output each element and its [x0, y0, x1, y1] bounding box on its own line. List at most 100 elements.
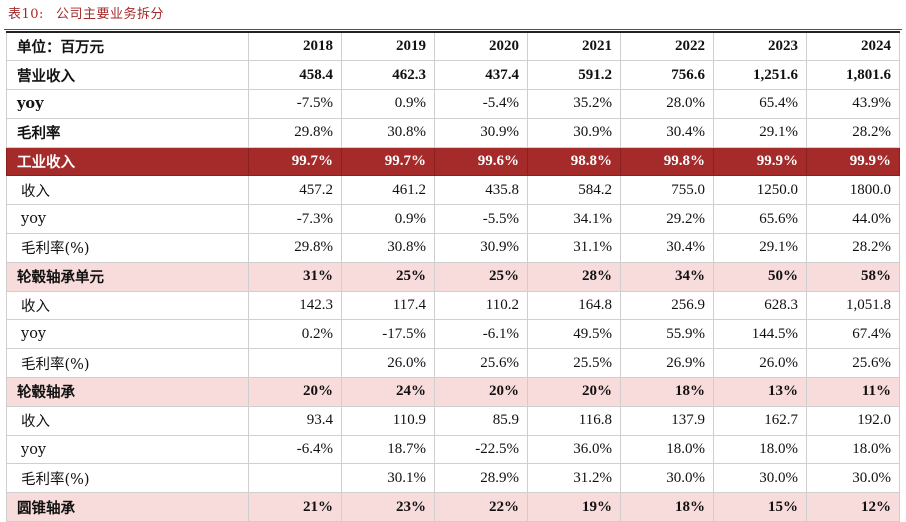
- cell: 591.2: [527, 60, 621, 91]
- cell: [248, 463, 342, 494]
- row-label: 毛利率(%): [6, 348, 249, 379]
- cell: 13%: [713, 377, 807, 407]
- cell: 755.0: [620, 175, 714, 206]
- table-row: 轮毂轴承单元 31% 25% 25% 28% 34% 50% 58%: [6, 261, 900, 292]
- year-header: 2021: [527, 31, 621, 62]
- cell: 98.8%: [527, 146, 621, 177]
- cell: 99.7%: [248, 146, 342, 177]
- header-row: 单位：百万元 2018 2019 2020 2021 2022 2023 202…: [6, 31, 900, 62]
- cell: 457.2: [248, 175, 342, 206]
- cell: 162.7: [713, 405, 807, 436]
- cell: 30.0%: [620, 463, 714, 494]
- cell: 44.0%: [806, 204, 900, 235]
- cell: 29.1%: [713, 117, 807, 148]
- caption-title: 公司主要业务拆分: [55, 7, 164, 22]
- cell: -5.4%: [434, 89, 528, 119]
- cell: 18%: [620, 377, 714, 407]
- cell: 25.6%: [806, 348, 900, 379]
- table-row: 收入 93.4 110.9 85.9 116.8 137.9 162.7 192…: [6, 405, 900, 436]
- cell: 26.0%: [713, 348, 807, 379]
- cell: 34%: [620, 261, 714, 292]
- cell: 1800.0: [806, 175, 900, 206]
- table-row: 轮毂轴承 20% 24% 20% 20% 18% 13% 11%: [6, 377, 900, 407]
- table-row: 收入 457.2 461.2 435.8 584.2 755.0 1250.0 …: [6, 175, 900, 206]
- year-header: 2023: [713, 31, 807, 62]
- cell: 93.4: [248, 405, 342, 436]
- cell: 65.4%: [713, 89, 807, 119]
- cell: 1,051.8: [806, 290, 900, 321]
- cell: 99.8%: [620, 146, 714, 177]
- cell: 35.2%: [527, 89, 621, 119]
- row-label: 收入: [6, 405, 249, 436]
- cell: 20%: [527, 377, 621, 407]
- row-label: 营业收入: [6, 60, 249, 91]
- row-label: yoy: [6, 89, 249, 119]
- cell: 117.4: [341, 290, 435, 321]
- cell: 192.0: [806, 405, 900, 436]
- cell: -7.3%: [248, 204, 342, 235]
- cell: 18.7%: [341, 434, 435, 465]
- cell: 164.8: [527, 290, 621, 321]
- table-row: 毛利率(%) 30.1% 28.9% 31.2% 30.0% 30.0% 30.…: [6, 463, 900, 494]
- year-header: 2020: [434, 31, 528, 62]
- table-row: 毛利率(%) 26.0% 25.6% 25.5% 26.9% 26.0% 25.…: [6, 348, 900, 379]
- cell: 20%: [434, 377, 528, 407]
- row-label: 轮毂轴承单元: [6, 261, 249, 292]
- table-row: yoy -7.3% 0.9% -5.5% 34.1% 29.2% 65.6% 4…: [6, 204, 900, 235]
- cell: 26.0%: [341, 348, 435, 379]
- cell: 458.4: [248, 60, 342, 91]
- cell: [248, 348, 342, 379]
- cell: 43.9%: [806, 89, 900, 119]
- cell: 30.0%: [806, 463, 900, 494]
- cell: 36.0%: [527, 434, 621, 465]
- caption-label: 表10:: [8, 7, 44, 22]
- cell: 28.2%: [806, 117, 900, 148]
- cell: 0.9%: [341, 89, 435, 119]
- cell: 25.6%: [434, 348, 528, 379]
- table-caption: 表10: 公司主要业务拆分: [8, 4, 164, 26]
- cell: 99.7%: [341, 146, 435, 177]
- table-row: 圆锥轴承 21% 23% 22% 19% 18% 15% 12%: [6, 492, 900, 522]
- caption-divider: [4, 29, 902, 30]
- cell: 28.0%: [620, 89, 714, 119]
- cell: -6.4%: [248, 434, 342, 465]
- cell: 144.5%: [713, 319, 807, 350]
- year-header: 2024: [806, 31, 900, 62]
- cell: 30.9%: [434, 233, 528, 263]
- cell: 31%: [248, 261, 342, 292]
- cell: 18.0%: [713, 434, 807, 465]
- cell: 67.4%: [806, 319, 900, 350]
- cell: 28.9%: [434, 463, 528, 494]
- row-label: 收入: [6, 175, 249, 206]
- cell: 142.3: [248, 290, 342, 321]
- year-header: 2019: [341, 31, 435, 62]
- cell: 30.4%: [620, 233, 714, 263]
- cell: 0.2%: [248, 319, 342, 350]
- cell: 29.8%: [248, 117, 342, 148]
- cell: 65.6%: [713, 204, 807, 235]
- cell: 462.3: [341, 60, 435, 91]
- table-row: 毛利率 29.8% 30.8% 30.9% 30.9% 30.4% 29.1% …: [6, 117, 900, 148]
- cell: 30.8%: [341, 117, 435, 148]
- cell: 461.2: [341, 175, 435, 206]
- year-header: 2018: [248, 31, 342, 62]
- cell: 25%: [341, 261, 435, 292]
- cell: 18.0%: [620, 434, 714, 465]
- cell: 29.8%: [248, 233, 342, 263]
- row-label: 圆锥轴承: [6, 492, 249, 522]
- cell: 85.9: [434, 405, 528, 436]
- cell: 55.9%: [620, 319, 714, 350]
- row-label: 毛利率(%): [6, 463, 249, 494]
- cell: 110.2: [434, 290, 528, 321]
- cell: 26.9%: [620, 348, 714, 379]
- cell: 58%: [806, 261, 900, 292]
- year-header: 2022: [620, 31, 714, 62]
- row-label: yoy: [6, 434, 249, 465]
- cell: 28%: [527, 261, 621, 292]
- cell: 24%: [341, 377, 435, 407]
- cell: 15%: [713, 492, 807, 522]
- cell: 31.1%: [527, 233, 621, 263]
- row-label: yoy: [6, 204, 249, 235]
- cell: 12%: [806, 492, 900, 522]
- business-breakdown-table: 单位：百万元 2018 2019 2020 2021 2022 2023 202…: [6, 31, 900, 522]
